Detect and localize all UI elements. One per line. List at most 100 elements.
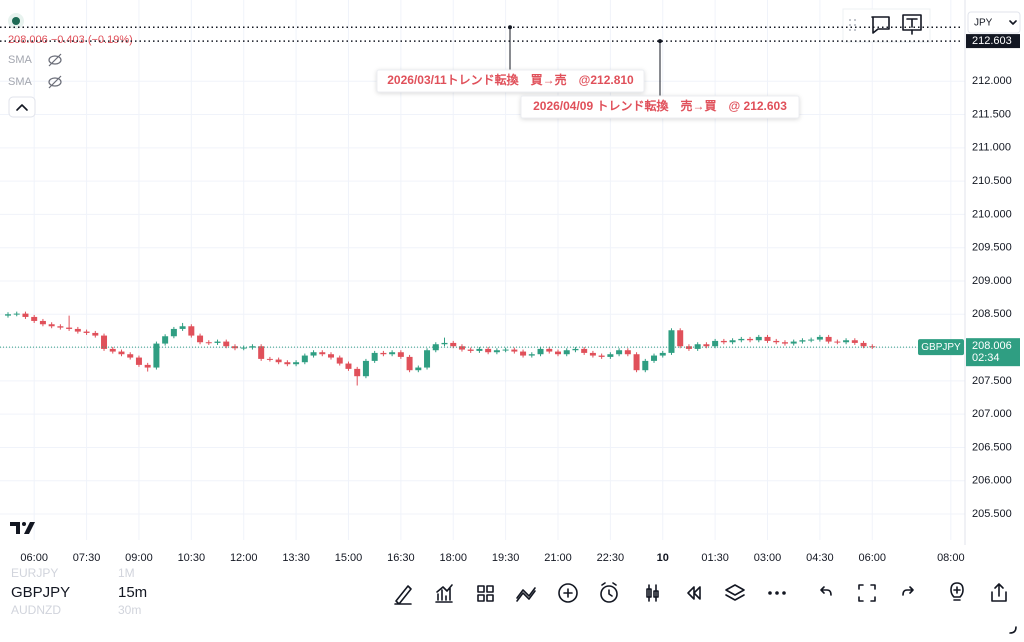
annotation-box <box>520 95 800 119</box>
x-tick-label: 10:30 <box>178 552 206 564</box>
candle-body <box>642 360 649 371</box>
indicator-label[interactable]: SMA <box>8 54 33 66</box>
dropdown-arrow <box>1009 20 1017 25</box>
candle-body <box>57 326 64 328</box>
hidden-icon[interactable] <box>48 53 62 89</box>
comment-tool[interactable] <box>871 16 890 34</box>
candle-body <box>712 340 719 347</box>
candle-body <box>581 348 588 353</box>
watchlist-symbol[interactable]: GBPJPY <box>11 584 70 601</box>
candle-body <box>48 324 55 327</box>
candle-body <box>144 364 151 368</box>
candle-body <box>22 313 29 317</box>
candle-body <box>458 346 465 350</box>
x-tick-label: 06:00 <box>20 552 48 564</box>
draw-tool[interactable] <box>394 585 412 605</box>
annotation-anchor <box>508 25 512 30</box>
currency-label: JPY <box>974 18 993 29</box>
ideas[interactable] <box>950 582 964 601</box>
candle-body <box>258 346 265 359</box>
candle-body <box>39 320 46 325</box>
fullscreen[interactable] <box>858 584 876 602</box>
candle-body <box>179 326 186 329</box>
candle-body <box>92 332 99 336</box>
candle-body <box>441 342 448 345</box>
candle-body <box>66 327 73 329</box>
alert-glyph <box>601 582 617 597</box>
undo[interactable] <box>820 586 832 596</box>
compare[interactable] <box>516 587 536 602</box>
last-price-tag <box>966 338 1020 367</box>
y-tick-label: 206.500 <box>972 441 1012 453</box>
candle-body <box>816 336 823 340</box>
countdown-label: 02:34 <box>972 352 1000 364</box>
candle-body <box>389 352 396 355</box>
watchlist-symbol[interactable]: EURJPY <box>11 566 58 580</box>
more[interactable] <box>768 591 786 595</box>
candle-body <box>406 356 413 371</box>
y-tick-label: 211.000 <box>972 142 1011 154</box>
price-change: 208.006 −0.403 (−0.19%) <box>8 34 133 46</box>
candle-body <box>153 343 160 368</box>
candle-body <box>450 342 457 347</box>
candle-body <box>808 339 815 341</box>
y-tick-label: 211.500 <box>972 108 1011 120</box>
indicator-label[interactable]: SMA <box>8 76 33 88</box>
candle-body <box>598 355 605 357</box>
replay[interactable] <box>687 586 701 600</box>
candle-body <box>415 367 422 371</box>
plot <box>0 311 965 386</box>
candle-body <box>223 341 230 347</box>
x-tick-label: 09:00 <box>125 552 153 564</box>
add-glyph <box>563 588 573 598</box>
currency-dropdown[interactable] <box>967 11 1021 34</box>
candle-body <box>851 340 858 343</box>
redo[interactable] <box>902 586 914 596</box>
layers[interactable] <box>725 584 745 601</box>
share[interactable] <box>991 583 1007 602</box>
add-symbol[interactable] <box>558 583 578 603</box>
chart-type[interactable] <box>646 584 659 602</box>
candle-body <box>607 354 614 357</box>
loading-indicator <box>1009 626 1017 634</box>
y-tick-label: 205.500 <box>972 508 1012 520</box>
candle-body <box>284 362 291 365</box>
annotation-anchor <box>658 39 662 44</box>
status-dot <box>12 17 20 25</box>
candle-body <box>502 349 509 351</box>
candle-body <box>694 344 701 349</box>
candle-body <box>790 341 797 344</box>
collapse-button[interactable] <box>8 96 36 118</box>
candle-body <box>677 330 684 347</box>
drag-handle[interactable] <box>849 19 856 31</box>
x-tick-label: 19:30 <box>492 552 520 564</box>
x-tick-label: 21:00 <box>544 552 572 564</box>
watchlist-interval[interactable]: 15m <box>118 584 147 601</box>
symbol-tag <box>918 339 964 356</box>
indicators[interactable] <box>435 584 453 603</box>
x-tick-label: 18:00 <box>439 552 467 564</box>
annotation-text: 2026/04/09 トレンド転換 売→買 @ 212.603 <box>533 98 787 113</box>
candle-body <box>528 354 535 356</box>
candle-body <box>135 357 142 365</box>
text-tool-glyph <box>906 18 918 35</box>
layouts[interactable] <box>477 585 494 602</box>
candle-body <box>424 350 431 368</box>
candle-body <box>485 348 492 353</box>
candle-body <box>589 352 596 356</box>
candle-body <box>162 336 169 344</box>
candle-body <box>354 368 361 377</box>
alert[interactable] <box>600 585 618 603</box>
candle-body <box>101 335 108 349</box>
watchlist-interval[interactable]: 30m <box>118 603 141 617</box>
watchlist-interval[interactable]: 1M <box>118 566 135 580</box>
candle-body <box>546 348 553 352</box>
price-tag-label: 212.603 <box>972 35 1012 47</box>
candle-body <box>31 316 38 321</box>
candle-body <box>860 342 867 347</box>
x-tick-label: 12:00 <box>230 552 258 564</box>
y-tick-label: 209.500 <box>972 242 1012 254</box>
bottom-toolbar <box>394 582 1017 634</box>
candle-body <box>170 328 177 337</box>
watchlist-symbol[interactable]: AUDNZD <box>11 603 61 617</box>
